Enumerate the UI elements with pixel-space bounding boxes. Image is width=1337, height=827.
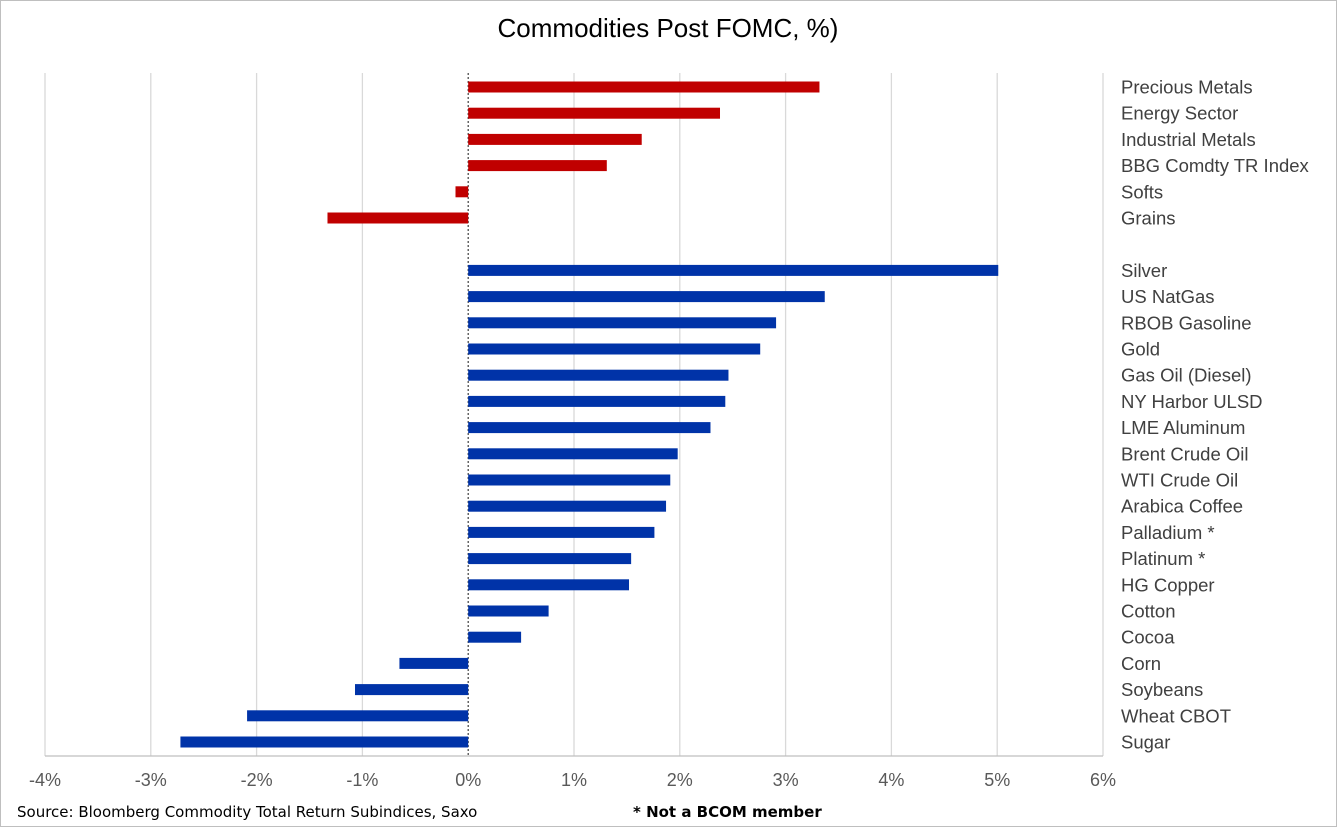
x-tick-label: 1%	[561, 770, 587, 790]
category-label: BBG Comdty TR Index	[1121, 155, 1310, 176]
bar	[468, 448, 678, 460]
bar	[468, 343, 761, 355]
category-label: Brent Crude Oil	[1121, 443, 1249, 464]
x-tick-label: 6%	[1090, 770, 1116, 790]
category-label: RBOB Gasoline	[1121, 312, 1252, 333]
bar	[468, 422, 711, 434]
category-label: Industrial Metals	[1121, 129, 1256, 150]
category-label: LME Aluminum	[1121, 417, 1245, 438]
x-tick-labels: -4% -3% -2% -1% 0% 1% 2% 3% 4% 5% 6%	[29, 770, 1116, 790]
category-label: Arabica Coffee	[1121, 496, 1243, 517]
chart-title: Commodities Post FOMC, %)	[498, 13, 839, 43]
category-label: Grains	[1121, 208, 1176, 229]
bar	[468, 317, 777, 329]
x-tick-label: 3%	[773, 770, 799, 790]
x-tick-label: 4%	[878, 770, 904, 790]
category-label: Corn	[1121, 653, 1161, 674]
bcom-footnote: * Not a BCOM member	[633, 803, 822, 821]
bar	[468, 474, 671, 486]
bar	[247, 710, 469, 722]
category-label: Energy Sector	[1121, 103, 1238, 124]
category-labels: Precious Metals Energy Sector Industrial M…	[1121, 77, 1310, 753]
category-label: US NatGas	[1121, 286, 1215, 307]
bar	[468, 631, 522, 643]
x-tick-label: -1%	[346, 770, 378, 790]
bar	[468, 133, 642, 145]
category-label: Wheat CBOT	[1121, 705, 1231, 726]
bar	[468, 369, 729, 381]
category-label: Silver	[1121, 260, 1167, 281]
category-label: HG Copper	[1121, 574, 1215, 595]
bar	[468, 107, 721, 119]
category-label: Palladium *	[1121, 522, 1215, 543]
bar	[468, 526, 655, 538]
category-label: Soybeans	[1121, 679, 1203, 700]
category-label: Sugar	[1121, 732, 1170, 753]
bar	[180, 736, 469, 748]
bar	[468, 395, 726, 407]
bar	[468, 291, 825, 303]
bar	[468, 605, 549, 617]
x-tick-label: 0%	[455, 770, 481, 790]
grid-lines	[44, 73, 1104, 757]
category-label: Cocoa	[1121, 627, 1175, 648]
bar	[468, 553, 632, 565]
category-label: Softs	[1121, 181, 1163, 202]
bar	[399, 657, 469, 669]
bar	[354, 684, 469, 696]
bar	[468, 160, 607, 172]
x-tick-label: -4%	[29, 770, 61, 790]
bars	[180, 81, 999, 748]
bar	[468, 264, 999, 276]
category-label: Precious Metals	[1121, 77, 1253, 98]
bar	[455, 186, 469, 198]
category-label: Gas Oil (Diesel)	[1121, 365, 1252, 386]
category-label: WTI Crude Oil	[1121, 470, 1238, 491]
source-note: Source: Bloomberg Commodity Total Return…	[17, 803, 477, 821]
x-tick-label: 2%	[667, 770, 693, 790]
bar	[468, 579, 630, 591]
category-label: Gold	[1121, 339, 1160, 360]
category-label: Platinum *	[1121, 548, 1205, 569]
bar	[327, 212, 469, 224]
x-tick-label: -2%	[241, 770, 273, 790]
category-label: NY Harbor ULSD	[1121, 391, 1263, 412]
bar	[468, 81, 820, 93]
x-tick-label: 5%	[984, 770, 1010, 790]
bar	[468, 500, 667, 512]
category-label: Cotton	[1121, 601, 1176, 622]
x-tick-label: -3%	[135, 770, 167, 790]
